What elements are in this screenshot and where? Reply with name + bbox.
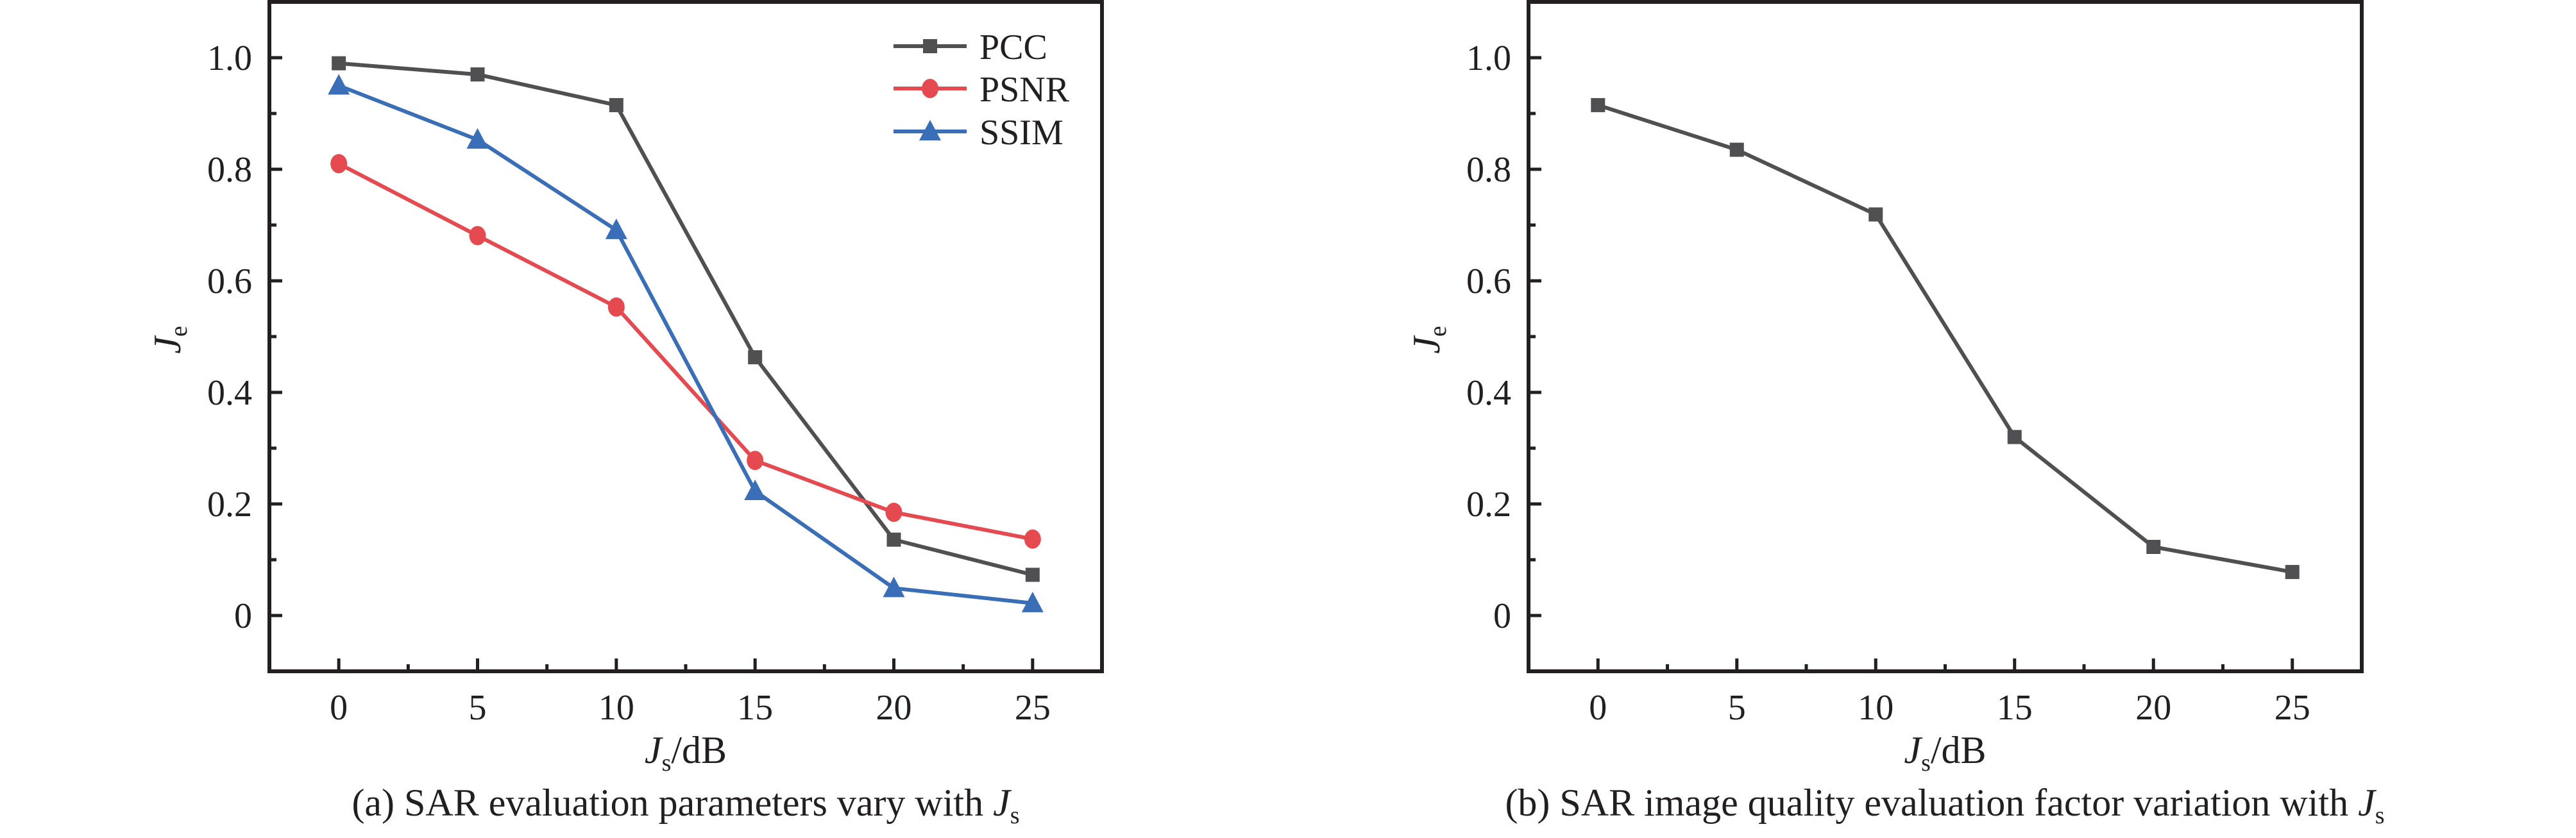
y-axis-title-var: J: [146, 335, 189, 354]
x-tick-label: 10: [598, 688, 634, 728]
caption-sub: s: [2375, 802, 2385, 829]
legend-label: PCC: [979, 28, 1047, 67]
x-tick-label: 0: [330, 688, 348, 728]
series-je: [1591, 97, 2300, 580]
plot-frame: [267, 0, 1104, 673]
y-tick-label: 0.6: [207, 262, 252, 301]
data-point-square: [1025, 567, 1040, 582]
x-axis-title: Js/dB: [1904, 729, 1986, 776]
figure-caption: (b) SAR image quality evaluation factor …: [1505, 782, 2384, 829]
y-axis-title-var: J: [1405, 335, 1448, 354]
legend-item: SSIM: [894, 113, 1063, 153]
data-point-triangle: [466, 128, 489, 149]
data-point-triangle: [605, 218, 627, 239]
x-axis-title-sub: s: [662, 750, 672, 776]
caption-sub: s: [1010, 802, 1020, 829]
data-point-circle: [747, 451, 764, 471]
x-axis: 0 5 10 15 20 25: [1589, 658, 2310, 728]
x-axis-title-var: J: [645, 729, 663, 771]
series-line: [338, 83, 1033, 605]
legend-marker-triangle: [919, 120, 941, 140]
x-axis-title-unit: /dB: [671, 729, 727, 771]
legend-label: SSIM: [979, 113, 1063, 153]
data-point-square: [748, 350, 763, 365]
series-pcc: [332, 56, 1040, 582]
x-axis-title: Js/dB: [645, 729, 727, 776]
y-axis: 0 0.2 0.4 0.6 0.8 1.0: [1466, 38, 1541, 636]
data-point-square: [332, 56, 346, 71]
y-tick-label: 1.0: [1466, 38, 1511, 78]
data-point-square: [2007, 430, 2022, 444]
legend-marker-square: [923, 39, 937, 53]
data-point-square: [1868, 207, 1883, 222]
x-tick-label: 0: [1589, 688, 1607, 728]
y-tick-label: 0.4: [207, 373, 252, 413]
caption-text: (a) SAR evaluation parameters vary with: [352, 782, 993, 824]
data-point-circle: [330, 154, 348, 174]
series-line: [337, 162, 1033, 541]
series-line: [338, 61, 1033, 577]
y-axis-title: Je: [1405, 326, 1452, 354]
y-axis-title-sub: e: [165, 326, 192, 337]
legend-item: PCC: [894, 28, 1047, 67]
plot-frame: [1527, 0, 2364, 673]
x-tick-label: 10: [1858, 688, 1894, 728]
series-line: [1597, 103, 2293, 574]
x-tick-label: 5: [469, 688, 487, 728]
y-tick-label: 0.6: [1466, 262, 1511, 301]
x-axis-title-var: J: [1904, 729, 1922, 771]
figure-caption: (a) SAR evaluation parameters vary with …: [352, 782, 1019, 829]
data-point-triangle: [1021, 591, 1044, 612]
legend-marker-circle: [922, 79, 938, 98]
x-tick-label: 15: [737, 688, 773, 728]
data-point-square: [2146, 539, 2161, 554]
data-point-circle: [885, 503, 902, 523]
data-point-square: [470, 67, 485, 82]
data-point-triangle: [744, 479, 767, 500]
x-tick-label: 25: [1015, 688, 1051, 728]
legend-label: PSNR: [979, 70, 1070, 110]
legend-item: PSNR: [894, 70, 1070, 110]
x-tick-label: 25: [2275, 688, 2310, 728]
y-tick-label: 0.4: [1466, 373, 1511, 413]
data-point-circle: [1024, 529, 1041, 549]
data-point-circle: [607, 297, 625, 317]
x-tick-label: 20: [876, 688, 912, 728]
data-point-square: [1591, 97, 1606, 112]
data-point-square: [609, 97, 623, 112]
data-point-square: [886, 532, 901, 547]
data-point-circle: [469, 226, 486, 246]
series-psnr: [330, 154, 1041, 549]
x-axis: 0 5 10 15 20 25: [330, 658, 1051, 728]
x-tick-label: 20: [2135, 688, 2171, 728]
y-axis-title-sub: e: [1425, 326, 1452, 337]
x-axis-title-sub: s: [1921, 750, 1931, 776]
data-point-square: [2285, 565, 2300, 580]
y-axis-title: Je: [146, 326, 192, 354]
x-tick-label: 15: [1997, 688, 2033, 728]
y-axis: 0 0.2 0.4 0.6 0.8 1.0: [207, 38, 282, 636]
y-tick-label: 0: [234, 596, 252, 636]
y-tick-label: 0.2: [207, 485, 252, 524]
series-ssim: [328, 74, 1044, 612]
x-axis-title-unit: /dB: [1931, 729, 1987, 771]
data-point-square: [1729, 142, 1744, 157]
y-tick-label: 0.8: [207, 150, 252, 190]
y-tick-label: 1.0: [207, 38, 252, 78]
data-point-triangle: [883, 576, 905, 598]
caption-text: (b) SAR image quality evaluation factor …: [1505, 782, 2358, 824]
caption-var: J: [2358, 782, 2377, 824]
y-tick-label: 0: [1493, 596, 1511, 636]
data-point-triangle: [328, 74, 350, 95]
y-tick-label: 0.8: [1466, 150, 1511, 190]
y-tick-label: 0.2: [1466, 485, 1511, 524]
x-tick-label: 5: [1728, 688, 1746, 728]
caption-var: J: [993, 782, 1012, 824]
